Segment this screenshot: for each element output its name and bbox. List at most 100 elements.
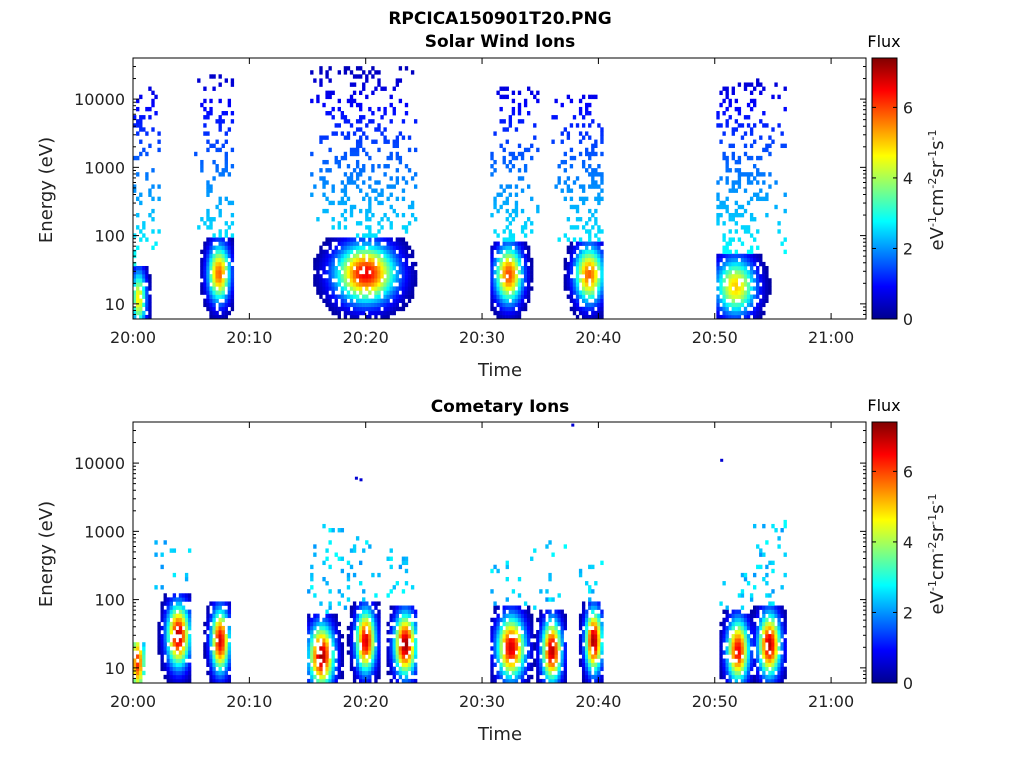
heatmap-cell (585, 581, 589, 586)
heatmap-cell (227, 290, 232, 295)
heatmap-cell (557, 662, 561, 667)
heatmap-cell (581, 188, 586, 193)
heatmap-cell (410, 662, 415, 667)
heatmap-cell (230, 302, 235, 308)
heatmap-cell (215, 257, 219, 263)
heatmap-cell (600, 294, 604, 299)
heatmap-cell (493, 204, 497, 210)
heatmap-cell (566, 94, 571, 100)
heatmap-cell (362, 666, 366, 672)
heatmap-cell (404, 111, 409, 116)
heatmap-cell (169, 658, 173, 663)
heatmap-cell (398, 155, 403, 161)
heatmap-cell (212, 609, 216, 614)
heatmap-cell (578, 184, 583, 189)
heatmap-cell (355, 642, 360, 647)
heatmap-cell (184, 593, 189, 598)
heatmap-cell (548, 642, 552, 647)
heatmap-cell (746, 249, 751, 255)
heatmap-cell (523, 629, 528, 635)
heatmap-cell (511, 646, 516, 651)
heatmap-cell (517, 286, 522, 291)
heatmap-cell (536, 204, 540, 210)
heatmap-cell (145, 172, 149, 177)
heatmap-cell (166, 638, 170, 643)
heatmap-cell (368, 253, 372, 259)
heatmap-cell (536, 642, 540, 647)
heatmap-cell (499, 670, 503, 676)
heatmap-cell (581, 241, 586, 246)
heatmap-cell (325, 613, 329, 619)
heatmap-cell (212, 143, 216, 149)
heatmap-cell (371, 306, 375, 312)
heatmap-cell (401, 658, 406, 663)
heatmap-cell (536, 98, 540, 104)
heatmap-cell (731, 634, 735, 639)
heatmap-cell (514, 310, 519, 316)
heatmap-cell (392, 674, 396, 680)
heatmap-cell (151, 90, 155, 96)
heatmap-cell (307, 654, 311, 659)
heatmap-cell (533, 605, 537, 610)
heatmap-cell (765, 629, 769, 635)
heatmap-cell (362, 613, 366, 619)
heatmap-cell (221, 638, 225, 643)
heatmap-cell (716, 274, 720, 279)
heatmap-cell (759, 90, 763, 96)
heatmap-cell (331, 282, 335, 287)
heatmap-cell (551, 115, 555, 120)
heatmap-cell (413, 278, 418, 283)
heatmap-cell (175, 662, 180, 667)
heatmap-cell (224, 78, 228, 83)
heatmap-cell (215, 634, 219, 639)
heatmap-cell (508, 666, 513, 672)
heatmap-cell (227, 265, 232, 271)
heatmap-cell (389, 650, 393, 655)
heatmap-cell (313, 274, 317, 279)
heatmap-cell (371, 274, 375, 279)
heatmap-cell (514, 282, 519, 287)
heatmap-cell (355, 159, 360, 165)
heatmap-cell (756, 257, 760, 263)
heatmap-cell (508, 253, 513, 259)
heatmap-cell (765, 621, 769, 627)
heatmap-cell (725, 638, 729, 643)
heatmap-cell (386, 286, 390, 291)
heatmap-cell (383, 245, 387, 250)
heatmap-cell (410, 253, 415, 259)
heatmap-cell (346, 585, 351, 590)
heatmap-cell (365, 249, 369, 255)
heatmap-cell (536, 658, 540, 663)
heatmap-cell (499, 249, 503, 255)
heatmap-cell (731, 294, 735, 299)
heatmap-cell (355, 650, 360, 655)
heatmap-cell (334, 625, 338, 631)
heatmap-cell (209, 601, 213, 606)
heatmap-cell (496, 674, 500, 680)
heatmap-cell (514, 249, 519, 255)
heatmap-cell (355, 625, 360, 631)
heatmap-cell (551, 634, 555, 639)
heatmap-cell (581, 674, 586, 680)
heatmap-cell (716, 270, 720, 275)
heatmap-cell (725, 302, 729, 308)
heatmap-cell (328, 294, 332, 299)
heatmap-cell (551, 666, 555, 672)
heatmap-cell (206, 646, 210, 651)
heatmap-cell (218, 658, 222, 663)
colorbar-tick-label: 2 (903, 239, 913, 258)
heatmap-cell (499, 302, 503, 308)
heatmap-cell (588, 646, 592, 651)
heatmap-cell (209, 286, 213, 291)
heatmap-cell (169, 605, 173, 610)
heatmap-cell (392, 670, 396, 676)
heatmap-cell (499, 634, 503, 639)
heatmap-cell (395, 638, 400, 643)
heatmap-cell (368, 678, 372, 684)
heatmap-cell (215, 298, 219, 303)
heatmap-cell (505, 286, 509, 291)
heatmap-cell (734, 294, 739, 299)
heatmap-cell (377, 70, 381, 75)
heatmap-cell (172, 593, 177, 598)
heatmap-cell (746, 274, 751, 279)
